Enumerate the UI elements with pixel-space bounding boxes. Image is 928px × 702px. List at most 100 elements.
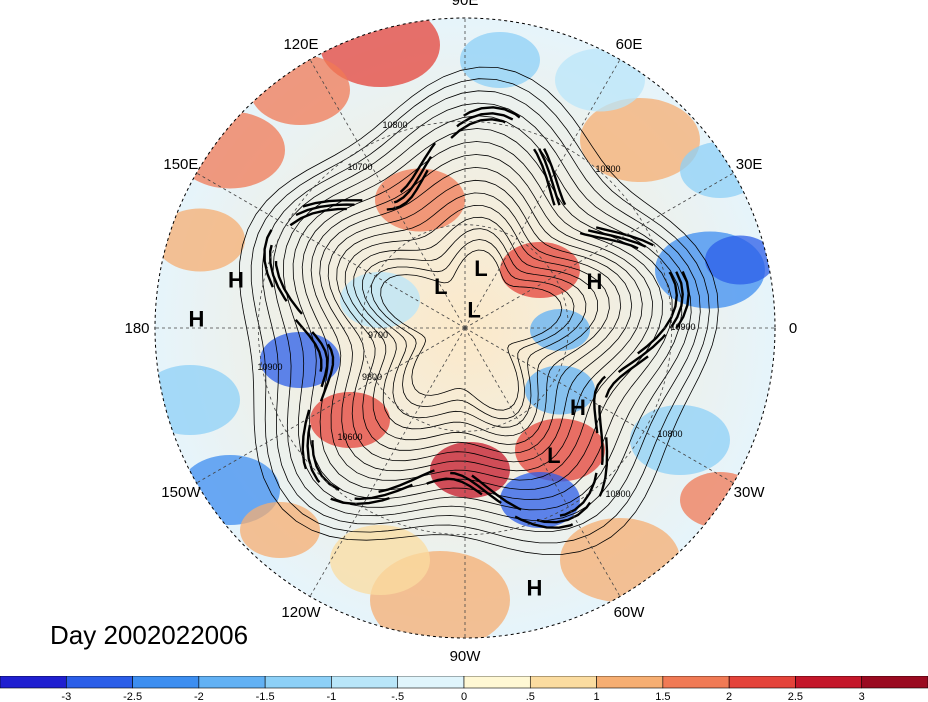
longitude-label: 150E (163, 156, 198, 173)
anomaly-patch (175, 111, 285, 189)
anomaly-patch (500, 472, 580, 528)
contour-value-label: 10900 (670, 322, 695, 332)
jet-contour (268, 112, 684, 524)
height-contour (353, 216, 599, 437)
temperature-anomaly-shading (155, 18, 775, 638)
anomaly-patch (340, 272, 420, 328)
anomaly-patch (525, 365, 595, 415)
colorbar-tick-label: -1 (327, 691, 337, 702)
anomaly-patch (630, 405, 730, 475)
contour-value-label: 10800 (382, 120, 407, 130)
colorbar-box (397, 676, 465, 689)
anomaly-patch (555, 48, 645, 112)
longitude-label: 120E (283, 36, 318, 53)
contour-value-label: 10800 (595, 164, 620, 174)
colorbar-box (795, 676, 863, 689)
colorbar-tick-label: .5 (526, 691, 535, 702)
high-pressure-marker: H (587, 269, 603, 294)
contour-value-labels: 10800 10700 10800 10900 10900 10900 10800 9700 9… (257, 120, 695, 499)
meridian-line (464, 327, 734, 484)
colorbar-box (662, 676, 730, 689)
height-contour (370, 239, 575, 420)
high-pressure-marker: H (189, 307, 205, 332)
colorbar-box (331, 676, 399, 689)
jet-contour (274, 118, 679, 518)
longitude-label: 150W (161, 484, 201, 501)
colorbar-tick-label: 1 (594, 691, 600, 702)
colorbar-box (198, 676, 266, 689)
longitude-label: 90E (452, 0, 479, 9)
longitude-label: 30E (736, 156, 763, 173)
anomaly-patch (155, 208, 245, 272)
contour-value-label: 10900 (257, 362, 282, 372)
map-boundary (154, 17, 776, 639)
parallel-circle (257, 120, 673, 536)
colorbar-tick-label: -.5 (391, 691, 404, 702)
colorbar-tick-label: -1.5 (256, 691, 275, 702)
low-pressure-marker: L (474, 256, 487, 281)
colorbar-box (529, 676, 597, 689)
anomaly-patch (430, 442, 510, 498)
colorbar-tick-label: 2 (726, 691, 732, 702)
height-contour (282, 115, 683, 511)
anomaly-patch (155, 365, 240, 435)
contour-value-label: 10600 (337, 432, 362, 442)
low-pressure-marker: L (434, 274, 447, 299)
meridian-line (464, 327, 621, 597)
colorbar-box (264, 676, 332, 689)
high-pressure-marker: H (570, 395, 586, 420)
low-pressure-marker: L (547, 443, 560, 468)
parallel-circle (361, 224, 569, 432)
high-pressure-marker: H (527, 576, 543, 601)
colorbar-tick-label: -3 (61, 691, 71, 702)
colorbar-tick-label: 0 (461, 691, 467, 702)
anomaly-patch (580, 98, 700, 182)
height-contour (292, 128, 673, 500)
colorbar-tick-labels: -3 -2.5 -2 -1.5 -1 -.5 0 .5 1 1.5 2 2.5 3 (61, 691, 864, 702)
day-title: Day 2002022006 (50, 620, 249, 650)
contour-value-label: 10700 (347, 162, 372, 172)
contour-value-label: 10900 (605, 489, 630, 499)
high-pressure-marker: H (228, 267, 244, 292)
map-disk (155, 18, 775, 638)
longitude-label: 180 (124, 320, 149, 337)
colorbar-tick-label: -2 (194, 691, 204, 702)
meridian-line (196, 327, 466, 484)
anomaly-patch (330, 525, 430, 595)
colorbar-boxes (0, 676, 928, 689)
longitude-label: 0 (789, 320, 797, 337)
meridian-line (464, 59, 621, 329)
colorbar-box (132, 676, 200, 689)
anomaly-patch (500, 242, 580, 298)
colorbar-box (596, 676, 664, 689)
anomaly-patch (560, 518, 680, 602)
contour-value-label: 9700 (368, 330, 388, 340)
longitude-labels: 90E 60E 30E 0 30W 60W 90W 120W 150W 180 150E 120E (124, 0, 797, 665)
meridian-line (309, 327, 466, 597)
colorbar-box (728, 676, 796, 689)
colorbar-tick-label: 1.5 (655, 691, 670, 702)
longitude-label: 60E (616, 36, 643, 53)
meridian-line (196, 172, 466, 329)
colorbar-box (861, 676, 928, 689)
colorbar-tick-label: 3 (859, 691, 865, 702)
anomaly-patch (240, 502, 320, 558)
colorbar: -3 -2.5 -2 -1.5 -1 -.5 0 .5 1 1.5 2 2.5 3 (0, 676, 928, 702)
longitude-label: 30W (734, 484, 766, 501)
anomaly-patch (375, 168, 465, 232)
height-contour (327, 179, 633, 463)
contour-value-label: 9800 (362, 372, 382, 382)
anomaly-patch (705, 235, 775, 285)
colorbar-box (0, 676, 67, 689)
lat-lon-grid (155, 18, 775, 638)
longitude-label: 90W (450, 648, 482, 665)
low-pressure-marker: L (467, 297, 480, 322)
meridian-line (464, 172, 734, 329)
colorbar-box (65, 676, 133, 689)
longitude-label: 60W (614, 604, 646, 621)
colorbar-tick-label: -2.5 (123, 691, 142, 702)
colorbar-box (463, 676, 531, 689)
anomaly-patch (260, 332, 340, 388)
